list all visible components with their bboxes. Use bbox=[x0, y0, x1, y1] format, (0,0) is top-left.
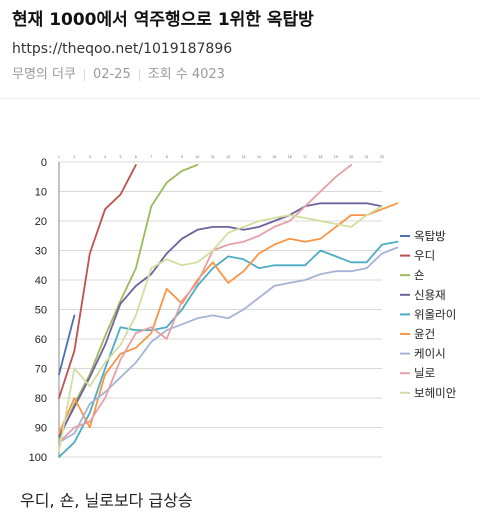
series-line bbox=[58, 314, 76, 376]
y-tick-label: 50 bbox=[35, 305, 47, 317]
x-tick-label: 12 bbox=[226, 155, 230, 159]
post-meta: 무명의 더쿠 02-25 조회 수 4023 bbox=[12, 66, 225, 84]
x-tick-label: 6 bbox=[135, 155, 137, 159]
y-tick-label: 10 bbox=[35, 187, 47, 199]
series-line bbox=[58, 163, 353, 444]
view-count: 조회 수 4023 bbox=[147, 67, 225, 82]
meta-divider bbox=[83, 69, 85, 81]
x-tick-label: 18 bbox=[319, 155, 323, 159]
legend-label: 윤건 bbox=[414, 327, 435, 341]
x-tick-label: 1 bbox=[58, 155, 60, 159]
series-line bbox=[58, 246, 399, 444]
post-url-link[interactable]: https://theqoo.net/1019187896 bbox=[12, 41, 233, 57]
rank-chart: 0 10 20 30 40 50 60 70 80 90 100 1 2 3 4 5 6 7 8 9 10 11 12 13 1… bbox=[10, 150, 472, 470]
post-date: 02-25 bbox=[92, 67, 131, 82]
legend-label: 위올라이 bbox=[414, 307, 456, 321]
x-tick-label: 21 bbox=[365, 155, 369, 159]
y-tick-label: 0 bbox=[41, 157, 47, 169]
x-tick-label: 19 bbox=[334, 155, 338, 159]
series-line bbox=[58, 163, 199, 441]
x-tick-label: 13 bbox=[242, 155, 246, 159]
post-caption: 우디, 숀, 닐로보다 급상승 bbox=[20, 491, 193, 510]
y-tick-label: 80 bbox=[35, 393, 47, 405]
meta-divider bbox=[138, 69, 140, 81]
x-tick-label: 2 bbox=[73, 155, 75, 159]
x-tick-label: 7 bbox=[150, 155, 152, 159]
legend-label: 닐로 bbox=[414, 366, 435, 380]
legend-label: 케이시 bbox=[414, 347, 446, 361]
post-title: 현재 1000에서 역주행으로 1위한 옥탑방 bbox=[12, 10, 314, 30]
x-tick-label: 22 bbox=[380, 155, 384, 159]
y-tick-label: 100 bbox=[29, 452, 47, 464]
series-line bbox=[58, 240, 399, 458]
x-tick-label: 17 bbox=[303, 155, 307, 159]
x-tick-label: 3 bbox=[89, 155, 91, 159]
x-tick-label: 14 bbox=[257, 155, 261, 159]
y-tick-label: 90 bbox=[35, 423, 47, 435]
y-tick-label: 70 bbox=[35, 364, 47, 376]
x-tick-label: 15 bbox=[272, 155, 276, 159]
series-line bbox=[58, 163, 137, 399]
x-tick-label: 9 bbox=[181, 155, 183, 159]
x-tick-label: 8 bbox=[166, 155, 168, 159]
x-tick-label: 5 bbox=[120, 155, 122, 159]
y-tick-label: 40 bbox=[35, 275, 47, 287]
author-name[interactable]: 무명의 더쿠 bbox=[12, 67, 76, 82]
x-tick-label: 16 bbox=[288, 155, 292, 159]
legend-label: 보헤미안 bbox=[414, 386, 457, 400]
legend-label: 숀 bbox=[414, 268, 425, 282]
header-divider bbox=[0, 98, 480, 99]
legend-label: 우디 bbox=[414, 249, 435, 263]
series-line bbox=[58, 205, 383, 453]
x-tick-label: 10 bbox=[195, 155, 199, 159]
y-tick-label: 60 bbox=[35, 334, 47, 346]
x-tick-label: 4 bbox=[104, 155, 106, 159]
series-line bbox=[58, 202, 383, 438]
y-tick-label: 30 bbox=[35, 246, 47, 258]
legend-label: 옥탑방 bbox=[414, 229, 446, 243]
y-tick-label: 20 bbox=[35, 216, 47, 228]
series-line bbox=[58, 202, 399, 435]
x-tick-label: 11 bbox=[211, 155, 215, 159]
x-tick-label: 20 bbox=[349, 155, 353, 159]
legend-label: 신용재 bbox=[414, 288, 446, 302]
